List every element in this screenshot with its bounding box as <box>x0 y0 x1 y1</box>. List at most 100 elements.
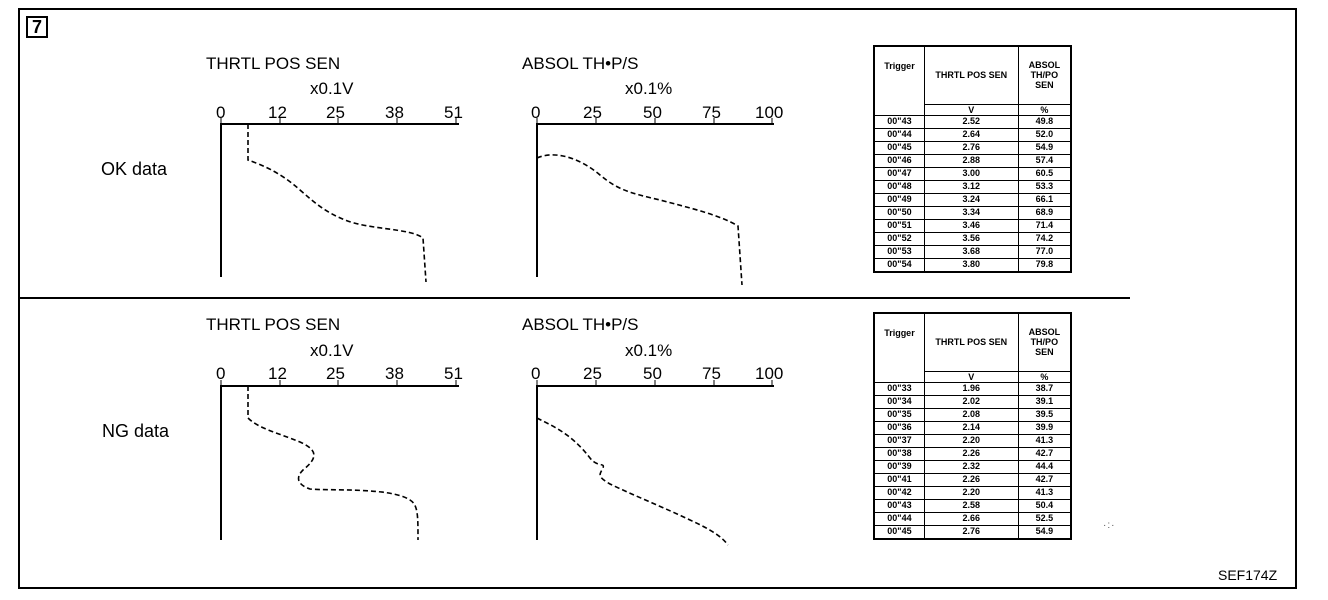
table-row: 00"51 3.46 71.4 <box>873 218 1072 233</box>
tp-unit-ok: x0.1V <box>310 79 354 98</box>
abs-tick-ok: 25 <box>583 103 602 122</box>
table-row: 00"36 2.14 39.9 <box>873 420 1072 435</box>
table-cell: 3.24 <box>923 192 1019 207</box>
table-header-thrtl: THRTL POS SEN <box>923 45 1019 105</box>
table-header-absol: ABSOL TH/PO SEN <box>1017 45 1072 105</box>
tp-tick-ng: 51 <box>444 364 463 383</box>
table-cell: 79.8 <box>1017 257 1072 272</box>
data-table-ng: Trigger THRTL POS SEN ABSOL TH/PO SEN V … <box>873 312 1072 540</box>
table-cell: 00"49 <box>873 192 925 207</box>
row-label-ok: OK data <box>101 159 168 179</box>
table-cell: 2.88 <box>923 153 1019 168</box>
table-cell: 2.76 <box>923 524 1019 539</box>
table-cell: 00"54 <box>873 257 925 272</box>
tp-tick-ng: 25 <box>326 364 345 383</box>
tp-tick-ok: 25 <box>326 103 345 122</box>
table-cell: 2.26 <box>923 472 1019 487</box>
table-cell: 3.12 <box>923 179 1019 194</box>
abs-tick-ng: 100 <box>755 364 784 383</box>
table-cell: 2.32 <box>923 459 1019 474</box>
abs-tick-ok: 50 <box>643 103 662 122</box>
scan-speck: ·:· <box>1103 520 1116 531</box>
table-cell: 42.7 <box>1017 446 1072 461</box>
table-row: 00"50 3.34 68.9 <box>873 205 1072 220</box>
abs-title-ok: ABSOL TH•P/S <box>522 54 639 73</box>
tp-axis-ok <box>220 123 459 277</box>
table-header-trigger: Trigger <box>873 45 925 116</box>
table-row: 00"43 2.52 49.8 <box>873 114 1072 129</box>
table-cell: 3.80 <box>923 257 1019 272</box>
abs-axis-ok <box>536 123 774 277</box>
tp-tick-ng: 12 <box>268 364 287 383</box>
table-cell: 00"48 <box>873 179 925 194</box>
table-row: 00"52 3.56 74.2 <box>873 231 1072 246</box>
data-table-ok: Trigger THRTL POS SEN ABSOL TH/PO SEN V … <box>873 45 1072 273</box>
table-cell: 2.08 <box>923 407 1019 422</box>
table-cell: 52.0 <box>1017 127 1072 142</box>
tp-tick-ng: 0 <box>216 364 226 383</box>
table-cell: 2.20 <box>923 485 1019 500</box>
table-unit: % <box>1017 103 1072 116</box>
tp-axis-ng <box>220 385 459 540</box>
table-cell: 57.4 <box>1017 153 1072 168</box>
abs-trace-ng <box>536 417 729 546</box>
table-cell: 3.56 <box>923 231 1019 246</box>
table-cell: 00"44 <box>873 511 925 526</box>
abs-unit-ok: x0.1% <box>625 79 673 98</box>
row-label-ng: NG data <box>102 421 170 441</box>
table-cell: 00"43 <box>873 498 925 513</box>
table-cell: 00"39 <box>873 459 925 474</box>
tp-title-ok: THRTL POS SEN <box>206 54 341 73</box>
table-row: 00"37 2.20 41.3 <box>873 433 1072 448</box>
table-cell: 00"35 <box>873 407 925 422</box>
table-cell: 54.9 <box>1017 524 1072 539</box>
table-cell: 3.00 <box>923 166 1019 181</box>
tp-tick-ng: 38 <box>385 364 404 383</box>
table-cell: 00"37 <box>873 433 925 448</box>
abs-tick-ng: 50 <box>643 364 662 383</box>
tp-trace-ng <box>247 386 419 541</box>
table-cell: 52.5 <box>1017 511 1072 526</box>
figure-number-badge: 7 <box>26 16 48 38</box>
table-header-trigger: Trigger <box>873 312 925 383</box>
abs-axis-ng <box>536 385 774 540</box>
section-divider <box>18 297 1130 299</box>
table-cell: 00"33 <box>873 381 925 396</box>
table-cell: 50.4 <box>1017 498 1072 513</box>
table-cell: 00"44 <box>873 127 925 142</box>
table-row: 00"54 3.80 79.8 <box>873 257 1072 272</box>
table-row: 00"42 2.20 41.3 <box>873 485 1072 500</box>
abs-trace-ok <box>536 154 743 286</box>
table-header-absol: ABSOL TH/PO SEN <box>1017 312 1072 372</box>
abs-unit-ng: x0.1% <box>625 341 673 360</box>
table-cell: 2.20 <box>923 433 1019 448</box>
table-unit: % <box>1017 370 1072 383</box>
table-row: 00"53 3.68 77.0 <box>873 244 1072 259</box>
table-cell: 39.5 <box>1017 407 1072 422</box>
tp-tick-ok: 0 <box>216 103 226 122</box>
table-cell: 00"36 <box>873 420 925 435</box>
table-cell: 41.3 <box>1017 485 1072 500</box>
table-cell: 54.9 <box>1017 140 1072 155</box>
table-cell: 3.46 <box>923 218 1019 233</box>
abs-tick-ok: 100 <box>755 103 784 122</box>
table-cell: 2.14 <box>923 420 1019 435</box>
table-cell: 00"52 <box>873 231 925 246</box>
table-cell: 77.0 <box>1017 244 1072 259</box>
table-row: 00"38 2.26 42.7 <box>873 446 1072 461</box>
table-cell: 2.02 <box>923 394 1019 409</box>
table-cell: 1.96 <box>923 381 1019 396</box>
table-cell: 2.58 <box>923 498 1019 513</box>
table-row: 00"35 2.08 39.5 <box>873 407 1072 422</box>
table-cell: 39.9 <box>1017 420 1072 435</box>
table-cell: 00"43 <box>873 114 925 129</box>
table-cell: 53.3 <box>1017 179 1072 194</box>
abs-tick-ok: 75 <box>702 103 721 122</box>
abs-tick-ng: 75 <box>702 364 721 383</box>
table-row: 00"41 2.26 42.7 <box>873 472 1072 487</box>
table-cell: 60.5 <box>1017 166 1072 181</box>
table-cell: 00"34 <box>873 394 925 409</box>
table-row: 00"49 3.24 66.1 <box>873 192 1072 207</box>
tp-trace-ok <box>247 124 427 283</box>
